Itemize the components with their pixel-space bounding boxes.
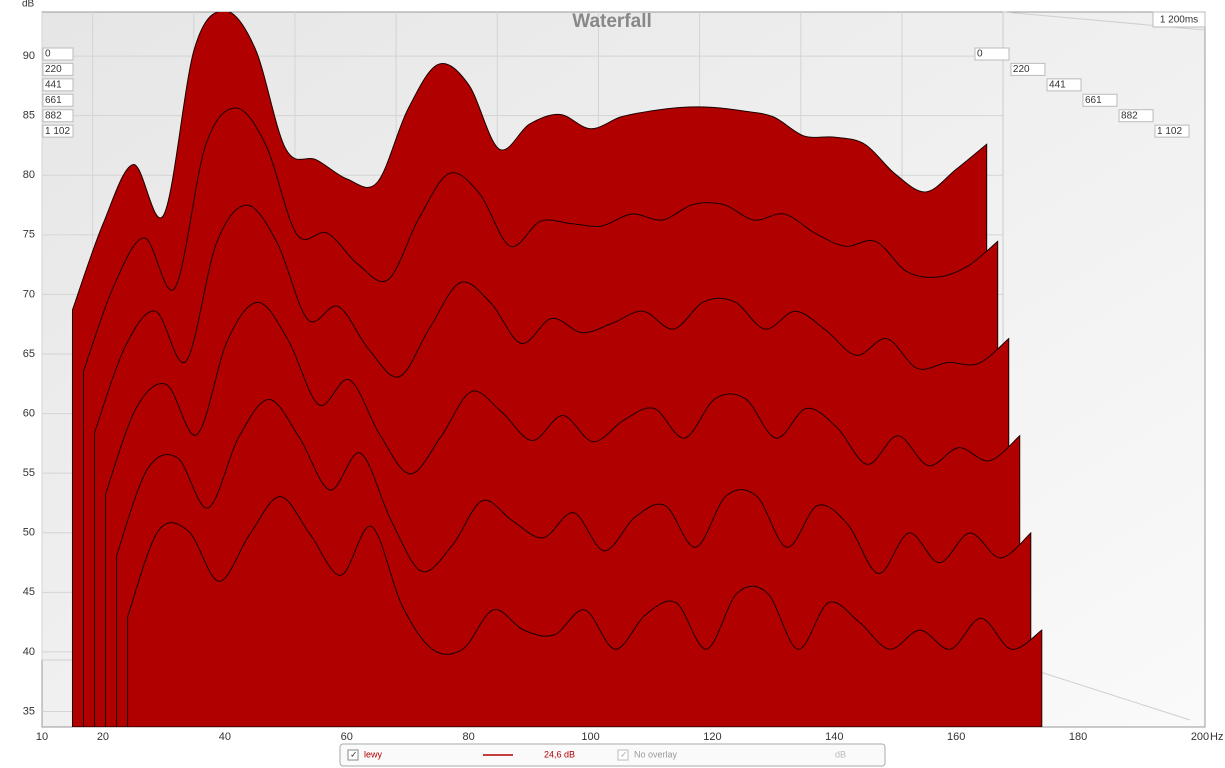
waterfall-slice <box>127 496 1043 727</box>
y-tick-label: 50 <box>23 527 35 539</box>
time-tick-box <box>42 109 74 123</box>
y-tick-label: 45 <box>23 586 35 598</box>
legend-name: lewy <box>364 749 383 759</box>
x-tick-label: 200 <box>1191 731 1209 743</box>
time-tick-label: 882 <box>45 110 62 121</box>
x-tick-label: 40 <box>219 731 231 743</box>
x-tick-label: 180 <box>1069 731 1087 743</box>
check-mark: ✓ <box>620 749 628 759</box>
x-tick-label: 100 <box>581 731 599 743</box>
time-tick-label: 441 <box>1049 80 1066 91</box>
labels: 35 40 45 50 55 60 65 70 75 80 85 90 10 20 40 60 80 100 120… <box>23 47 1209 743</box>
x-tick-label: 120 <box>703 731 721 743</box>
x-tick-label: 160 <box>947 731 965 743</box>
y-tick-label: 55 <box>23 467 35 479</box>
time-tick-box <box>42 93 74 107</box>
time-tick-box <box>42 124 74 138</box>
x-tick-label: 20 <box>97 731 109 743</box>
y-tick-label: 75 <box>23 229 35 241</box>
time-tick-label: 0 <box>977 49 983 60</box>
time-tick-label: 220 <box>1013 64 1030 75</box>
time-max-label: 1 200ms <box>1160 15 1198 26</box>
time-tick-box <box>42 47 74 61</box>
legend-box <box>339 743 886 767</box>
time-tick-box <box>42 62 74 76</box>
y-tick-label: 35 <box>23 705 35 717</box>
slices <box>71 12 1043 727</box>
time-tick-label: 220 <box>45 64 62 75</box>
time-tick-box <box>1082 93 1118 107</box>
overlay-label: No overlay <box>634 749 678 759</box>
time-tick-label: 441 <box>45 80 62 91</box>
time-tick-box <box>1154 124 1190 138</box>
overlay-checkbox[interactable] <box>617 749 629 761</box>
y-tick-label: 90 <box>23 50 35 62</box>
time-max-box <box>1152 11 1206 28</box>
x-axis-label: Hz <box>1210 731 1223 743</box>
time-tick-label: 1 102 <box>45 126 70 137</box>
time-tick-box <box>1010 62 1046 76</box>
check-mark: ✓ <box>350 749 358 759</box>
legend-level: 24,6 dB <box>544 749 575 759</box>
time-tick-label: 1 102 <box>1157 126 1182 137</box>
x-tick-label: 140 <box>825 731 843 743</box>
checkbox[interactable] <box>347 749 359 761</box>
y-tick-label: 85 <box>23 110 35 122</box>
x-tick-label: 10 <box>36 731 48 743</box>
y-tick-label: 80 <box>23 169 35 181</box>
time-tick-box <box>42 78 74 92</box>
y-axis-label: dB <box>22 0 35 10</box>
chart-title: Waterfall <box>572 11 652 32</box>
time-tick-box <box>974 47 1010 61</box>
x-tick-label: 80 <box>463 731 475 743</box>
y-tick-label: 70 <box>23 288 35 300</box>
y-tick-label: 40 <box>23 646 35 658</box>
x-tick-label: 60 <box>341 731 353 743</box>
time-tick-label: 882 <box>1121 110 1138 121</box>
legend: ✓ lewy 24,6 dB ✓ No overlay dB <box>339 743 886 767</box>
y-tick-label: 65 <box>23 348 35 360</box>
legend-unit: dB <box>835 749 846 759</box>
time-tick-box <box>1046 78 1082 92</box>
y-tick-label: 60 <box>23 407 35 419</box>
time-tick-label: 661 <box>45 95 62 106</box>
time-tick-label: 0 <box>45 49 51 60</box>
time-tick-label: 661 <box>1085 95 1102 106</box>
time-tick-box <box>1118 109 1154 123</box>
